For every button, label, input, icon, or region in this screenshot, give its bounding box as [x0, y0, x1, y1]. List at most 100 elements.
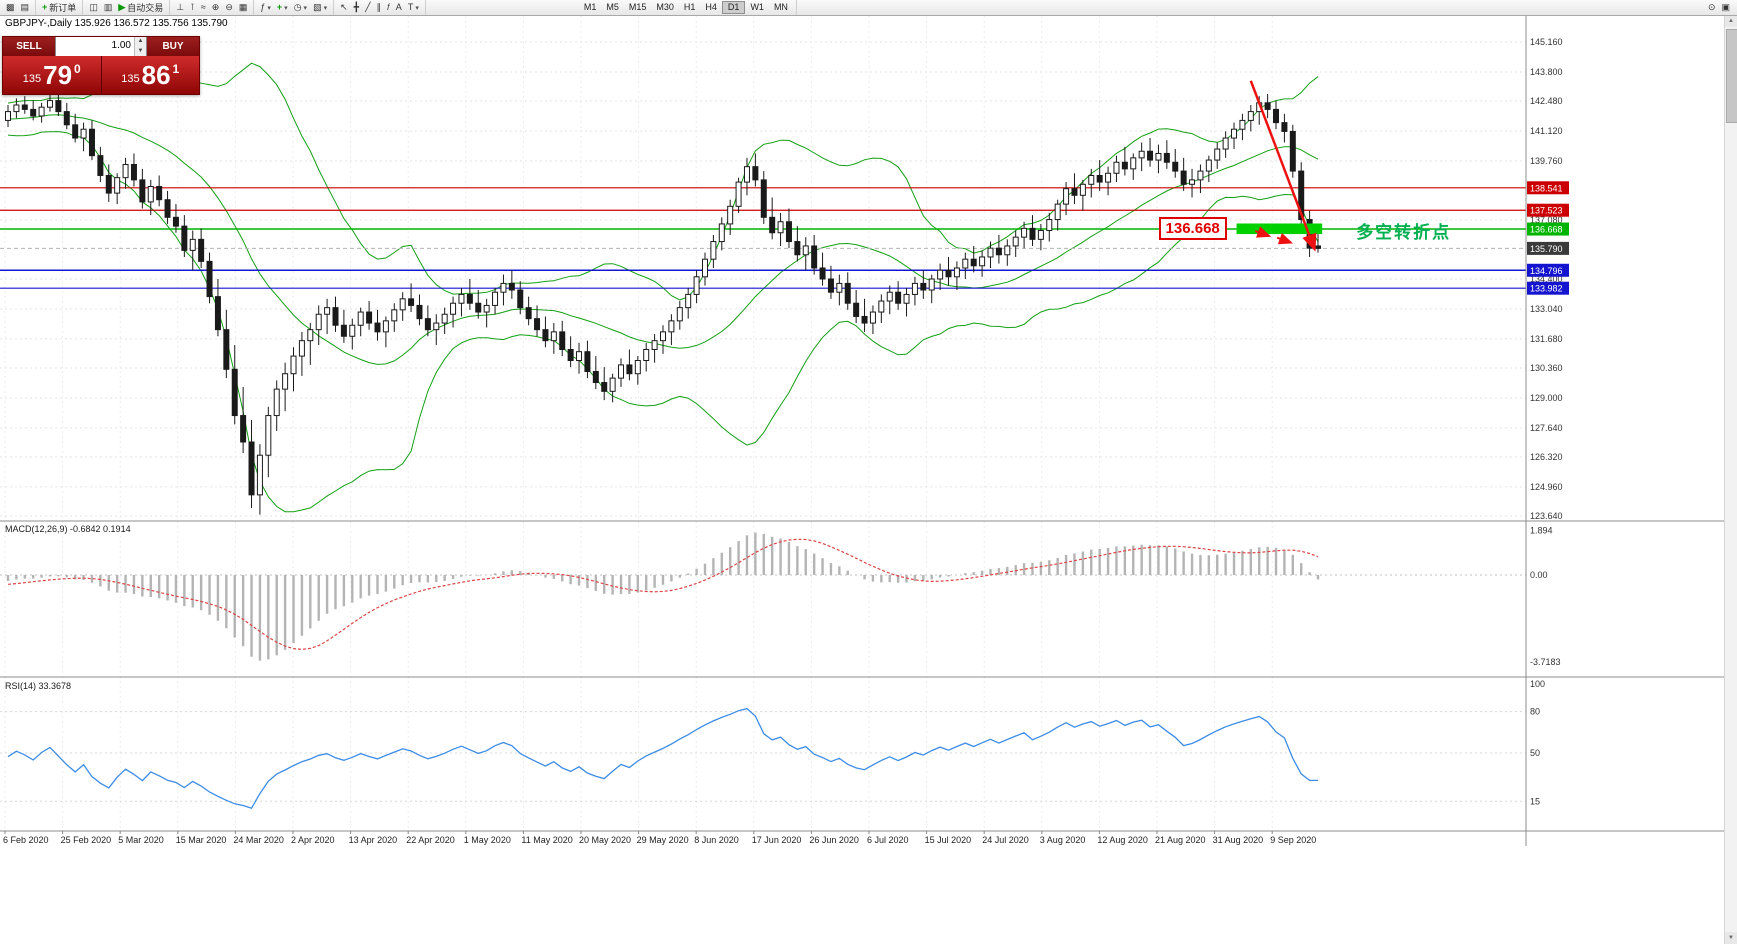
autotrade-button[interactable]: ▶ 自动交易	[118, 2, 164, 13]
volume-value[interactable]: 1.00	[111, 40, 131, 51]
price-axis-label: 145.160	[1530, 37, 1563, 47]
turning-zone-rectangle[interactable]	[1236, 223, 1323, 235]
chart-profiles-icon[interactable]: ▤	[20, 2, 30, 12]
sell-arrow-icon	[1276, 232, 1294, 245]
rsi-axis-label: 50	[1530, 748, 1540, 758]
date-axis-label: 15 Jul 2020	[925, 835, 972, 845]
price-annotation-label: 136.668	[1158, 217, 1227, 241]
timeframe-button-w1[interactable]: W1	[750, 2, 764, 12]
macd-signal-line	[7, 538, 1319, 651]
trendline-icon[interactable]: ╱	[365, 2, 371, 12]
volume-down-icon[interactable]: ▼	[135, 46, 146, 56]
svg-text:135.790: 135.790	[1530, 244, 1563, 254]
bar-chart-icon[interactable]: ⊥	[176, 2, 185, 12]
rsi-panel-layer	[0, 707, 1526, 809]
channel-icon[interactable]: ∥	[376, 2, 381, 12]
date-axis-label: 26 Jun 2020	[809, 835, 859, 845]
new-order-button[interactable]: + 新订单	[42, 2, 77, 13]
indicators-icon[interactable]: ƒ ▾	[260, 2, 271, 12]
timeframe-button-mn[interactable]: MN	[773, 2, 788, 12]
price-badge-135.790	[1527, 241, 1569, 255]
sell-button[interactable]: SELL	[3, 37, 55, 56]
sell-price-figure: 135	[22, 73, 42, 85]
date-axis-label: 5 Mar 2020	[118, 835, 164, 845]
new-chart-icon[interactable]: ▩	[6, 2, 15, 12]
toolbar-right-icons: ⊙ ▣	[1705, 1, 1737, 14]
line-chart-icon[interactable]: ≈	[200, 2, 206, 12]
price-axis-label: 131.680	[1530, 334, 1563, 344]
macd-axis-label: 1.894	[1530, 526, 1553, 536]
macd-axis-label: -3.7183	[1530, 657, 1561, 667]
buy-price-panel[interactable]: 135 86 1	[100, 56, 199, 94]
timeframe-button-m30[interactable]: M30	[656, 2, 674, 12]
rsi-line	[7, 707, 1318, 809]
templates-icon[interactable]: ▧ ▾	[313, 2, 328, 12]
vertical-scrollbar[interactable]: ▲ ▼	[1724, 15, 1737, 944]
zoom-out-icon[interactable]: ⊖	[225, 2, 233, 12]
timeframe-button-d1[interactable]: D1	[721, 1, 746, 14]
draw-tools: ↖ ╋ ╱ ∥ 𝑓 A T ▾	[334, 0, 426, 15]
volume-spinner[interactable]: ▲ ▼	[134, 37, 146, 56]
price-axis-label: 130.360	[1530, 363, 1563, 373]
cursor-icon[interactable]: ↖	[340, 2, 348, 12]
date-axis-label: 13 Apr 2020	[349, 835, 398, 845]
price-badge-136.668	[1527, 222, 1569, 236]
add-indicator-icon[interactable]: + ▾	[276, 2, 288, 12]
date-axis-label: 29 May 2020	[637, 835, 689, 845]
timeframe-button-m1[interactable]: M1	[583, 2, 597, 12]
sell-price-panel[interactable]: 135 79 0	[3, 56, 101, 94]
price-badge-137.523	[1527, 203, 1569, 217]
timeframe-button-h4[interactable]: H4	[705, 2, 717, 12]
periods-icon[interactable]: ◷ ▾	[293, 2, 308, 12]
rsi-axis-label: 80	[1530, 707, 1540, 717]
date-axis-label: 22 Apr 2020	[406, 835, 455, 845]
price-axis-label: 141.120	[1530, 126, 1563, 136]
text-label-icon[interactable]: A	[395, 2, 402, 12]
arrow-tools-icon[interactable]: T ▾	[407, 2, 419, 12]
price-axis-label: 123.640	[1530, 511, 1563, 521]
macd-indicator-label: MACD(12,26,9) -0.6842 0.1914	[5, 524, 131, 534]
timeframe-button-h1[interactable]: H1	[683, 2, 696, 12]
buy-button[interactable]: BUY	[147, 37, 199, 56]
svg-text:137.523: 137.523	[1530, 206, 1563, 216]
volume-input[interactable]: 1.00 ▲ ▼	[55, 37, 147, 56]
buy-price-figure: 135	[121, 73, 140, 85]
main-toolbar: ▩ ▤ + 新订单 ◫ ▥ ▶ 自动交易 ⊥ ⊺ ≈ ⊕ ⊖ ▦ ƒ ▾ + ▾ ◷ ▾ ▧ ▾ ↖ ╋ ╱ ∥ 𝑓 A T ▾ M1 M5 M…	[0, 0, 1737, 16]
fibonacci-icon[interactable]: 𝑓	[386, 2, 390, 12]
timeframe-button-m15[interactable]: M15	[628, 2, 647, 12]
sell-price-big: 79	[43, 60, 73, 90]
date-axis-label: 17 Jun 2020	[752, 835, 802, 845]
rsi-indicator-label: RSI(14) 33.3678	[5, 681, 72, 691]
zoom-in-icon[interactable]: ⊕	[211, 2, 220, 12]
market-watch-icon[interactable]: ◫	[89, 2, 98, 12]
price-axis-label: 142.480	[1530, 96, 1563, 106]
price-axis-label: 124.960	[1530, 482, 1563, 492]
scroll-down-icon[interactable]: ▼	[1725, 932, 1737, 944]
chart-symbol-ohlc: GBPJPY-,Daily 135.926 136.572 135.756 13…	[5, 18, 228, 29]
timeframe-button-m5[interactable]: M5	[606, 2, 619, 12]
volume-up-icon[interactable]: ▲	[135, 37, 146, 47]
data-window-icon[interactable]: ▥	[103, 2, 113, 12]
scrollbar-thumb[interactable]	[1726, 29, 1737, 123]
price-axis-label: 134.400	[1530, 274, 1563, 284]
macd-panel-layer	[0, 532, 1526, 661]
order-tools: + 新订单	[36, 0, 84, 15]
price-badge-138.541	[1527, 181, 1569, 195]
price-axis-label: 143.800	[1530, 67, 1563, 77]
search-icon[interactable]: ⊙	[1707, 2, 1716, 12]
date-axis-label: 12 Aug 2020	[1097, 835, 1148, 845]
chart-type-tools: ⊥ ⊺ ≈ ⊕ ⊖ ▦	[170, 0, 255, 15]
crosshair-icon[interactable]: ╋	[353, 2, 360, 12]
tile-windows-icon[interactable]: ▦	[238, 2, 248, 12]
one-click-trading-widget[interactable]: SELL 1.00 ▲ ▼ BUY 135 79 0 135 86 1	[2, 36, 200, 95]
downtrend-arrow-line[interactable]	[1249, 80, 1317, 252]
scroll-up-icon[interactable]: ▲	[1725, 15, 1737, 27]
price-axis-label: 129.000	[1530, 393, 1563, 403]
date-axis-label: 31 Aug 2020	[1213, 835, 1264, 845]
panels-icon[interactable]: ▣	[1721, 2, 1730, 12]
chart-background	[0, 15, 1737, 944]
date-axis-label: 24 Jul 2020	[982, 835, 1029, 845]
candlestick-chart-icon[interactable]: ⊺	[190, 2, 195, 12]
